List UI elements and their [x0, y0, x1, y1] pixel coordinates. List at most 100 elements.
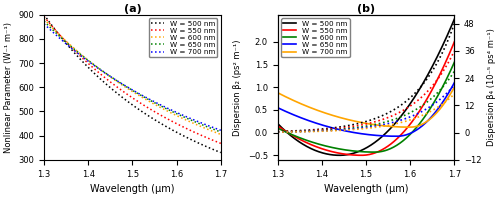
W = 500 nm — [332, 154, 338, 156]
W = 550 nm — [218, 142, 224, 145]
W = 700 nm — [402, 126, 408, 128]
X-axis label: Wavelength (μm): Wavelength (μm) — [90, 184, 174, 194]
W = 500 nm — [402, 109, 408, 111]
Line: W = 500 nm: W = 500 nm — [278, 19, 454, 155]
W = 600 nm — [168, 112, 174, 114]
W = 650 nm — [62, 40, 68, 43]
W = 600 nm — [170, 112, 175, 115]
X-axis label: Wavelength (μm): Wavelength (μm) — [324, 184, 408, 194]
W = 550 nm — [452, 41, 458, 43]
W = 650 nm — [332, 127, 338, 130]
W = 600 nm — [344, 149, 350, 151]
W = 550 nm — [274, 125, 280, 127]
W = 650 nm — [394, 135, 400, 137]
W = 550 nm — [111, 84, 117, 86]
W = 700 nm — [296, 102, 302, 104]
W = 700 nm — [274, 91, 280, 94]
Line: W = 550 nm: W = 550 nm — [44, 17, 221, 143]
W = 550 nm — [296, 138, 302, 140]
W = 600 nm — [274, 127, 280, 129]
W = 650 nm — [344, 130, 350, 132]
W = 500 nm — [296, 140, 302, 143]
W = 600 nm — [296, 136, 302, 139]
W = 700 nm — [62, 42, 68, 44]
W = 550 nm — [332, 151, 338, 154]
W = 600 nm — [402, 137, 408, 140]
W = 650 nm — [98, 69, 104, 71]
W = 650 nm — [296, 116, 302, 118]
W = 650 nm — [274, 107, 280, 109]
W = 550 nm — [358, 154, 364, 156]
W = 700 nm — [403, 126, 409, 128]
Title: (a): (a) — [124, 4, 142, 14]
Y-axis label: Dispersion β₂ (ps² m⁻¹): Dispersion β₂ (ps² m⁻¹) — [233, 39, 242, 135]
Line: W = 650 nm: W = 650 nm — [278, 83, 454, 136]
Line: W = 700 nm: W = 700 nm — [278, 87, 454, 127]
W = 550 nm — [41, 15, 47, 18]
W = 550 nm — [98, 74, 104, 76]
Line: W = 650 nm: W = 650 nm — [44, 21, 221, 132]
W = 550 nm — [386, 144, 392, 146]
W = 500 nm — [41, 13, 47, 16]
W = 700 nm — [170, 109, 175, 112]
W = 500 nm — [168, 128, 174, 131]
W = 500 nm — [452, 18, 458, 20]
Line: W = 500 nm: W = 500 nm — [44, 15, 221, 153]
W = 700 nm — [407, 126, 413, 128]
W = 700 nm — [344, 118, 350, 121]
W = 650 nm — [402, 134, 408, 136]
W = 650 nm — [111, 78, 117, 80]
W = 700 nm — [332, 115, 338, 117]
Title: (b): (b) — [357, 4, 375, 14]
W = 500 nm — [111, 89, 117, 92]
W = 500 nm — [274, 122, 280, 125]
W = 550 nm — [62, 40, 68, 42]
W = 650 nm — [41, 20, 47, 22]
W = 600 nm — [452, 61, 458, 64]
W = 500 nm — [62, 41, 68, 44]
Legend: W = 500 nm, W = 550 nm, W = 600 nm, W = 650 nm, W = 700 nm: W = 500 nm, W = 550 nm, W = 600 nm, W = … — [281, 18, 349, 57]
W = 600 nm — [152, 104, 158, 106]
Y-axis label: Dispersion β₄ (10⁻⁵ ps⁴ m⁻¹): Dispersion β₄ (10⁻⁵ ps⁴ m⁻¹) — [487, 28, 496, 146]
W = 500 nm — [170, 129, 175, 131]
W = 600 nm — [41, 18, 47, 20]
W = 500 nm — [386, 129, 392, 131]
W = 700 nm — [98, 69, 104, 72]
W = 500 nm — [152, 119, 158, 121]
Legend: W = 500 nm, W = 550 nm, W = 600 nm, W = 650 nm, W = 700 nm: W = 500 nm, W = 550 nm, W = 600 nm, W = … — [148, 18, 217, 57]
W = 500 nm — [404, 108, 409, 110]
W = 700 nm — [41, 23, 47, 25]
Line: W = 600 nm: W = 600 nm — [278, 62, 454, 152]
W = 600 nm — [218, 133, 224, 136]
W = 550 nm — [152, 111, 158, 113]
W = 550 nm — [344, 153, 350, 156]
W = 700 nm — [386, 125, 392, 128]
W = 700 nm — [111, 78, 117, 80]
W = 500 nm — [98, 79, 104, 81]
W = 700 nm — [152, 101, 158, 103]
W = 650 nm — [170, 110, 175, 113]
W = 550 nm — [404, 128, 409, 130]
W = 650 nm — [404, 134, 409, 136]
W = 600 nm — [332, 147, 338, 149]
W = 700 nm — [168, 109, 174, 111]
W = 500 nm — [218, 151, 224, 154]
W = 650 nm — [386, 135, 392, 137]
W = 550 nm — [402, 129, 408, 131]
W = 650 nm — [452, 82, 458, 84]
W = 700 nm — [218, 129, 224, 131]
W = 600 nm — [62, 39, 68, 42]
W = 550 nm — [170, 120, 175, 123]
W = 500 nm — [345, 153, 351, 156]
Y-axis label: Nonlinear Parameter (W⁻¹ m⁻¹): Nonlinear Parameter (W⁻¹ m⁻¹) — [4, 22, 13, 153]
W = 650 nm — [218, 131, 224, 133]
W = 650 nm — [168, 110, 174, 112]
W = 650 nm — [152, 102, 158, 104]
W = 600 nm — [111, 78, 117, 81]
W = 600 nm — [386, 148, 392, 150]
W = 600 nm — [98, 69, 104, 72]
Line: W = 550 nm: W = 550 nm — [278, 42, 454, 155]
W = 600 nm — [404, 137, 409, 139]
Line: W = 700 nm: W = 700 nm — [44, 24, 221, 130]
W = 550 nm — [168, 120, 174, 122]
